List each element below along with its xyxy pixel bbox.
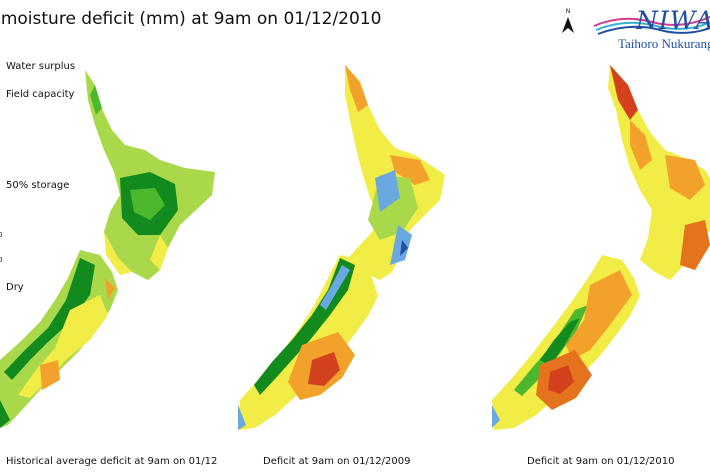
legend-50-storage: 50% storage <box>6 180 70 191</box>
logo-wordmark: NIWA <box>636 6 710 35</box>
legend-tick-a: 0 <box>0 231 3 239</box>
map-2010 <box>492 65 710 430</box>
north-island-2010 <box>608 65 710 280</box>
map-historical <box>0 70 215 428</box>
north-label: N <box>565 8 571 15</box>
north-island-2009 <box>345 65 445 280</box>
caption-2009: Deficit at 9am on 01/12/2009 <box>263 456 411 467</box>
page-title: il moisture deficit (mm) at 9am on 01/12… <box>0 9 382 29</box>
south-island-2009 <box>238 255 378 430</box>
logo-subtitle: Taihoro Nukurang <box>618 36 710 51</box>
south-island-2010 <box>492 255 640 430</box>
legend-water-surplus: Water surplus <box>6 61 76 72</box>
niwa-logo: NIWA Taihoro Nukurang <box>592 4 710 54</box>
caption-historical: Historical average deficit at 9am on 01/… <box>6 456 218 467</box>
north-arrow-icon <box>562 17 574 33</box>
map-2009 <box>238 65 445 430</box>
legend-dry: Dry <box>6 282 24 293</box>
south-island-historical <box>0 250 118 428</box>
caption-2010: Deficit at 9am on 01/12/2010 <box>527 456 675 467</box>
north-arrow: N <box>561 8 575 38</box>
north-island-historical <box>85 70 215 280</box>
logo-swoosh-icon <box>593 15 710 35</box>
legend-tick-b: 0 <box>0 256 3 264</box>
legend-field-capacity: Field capacity <box>6 89 75 100</box>
